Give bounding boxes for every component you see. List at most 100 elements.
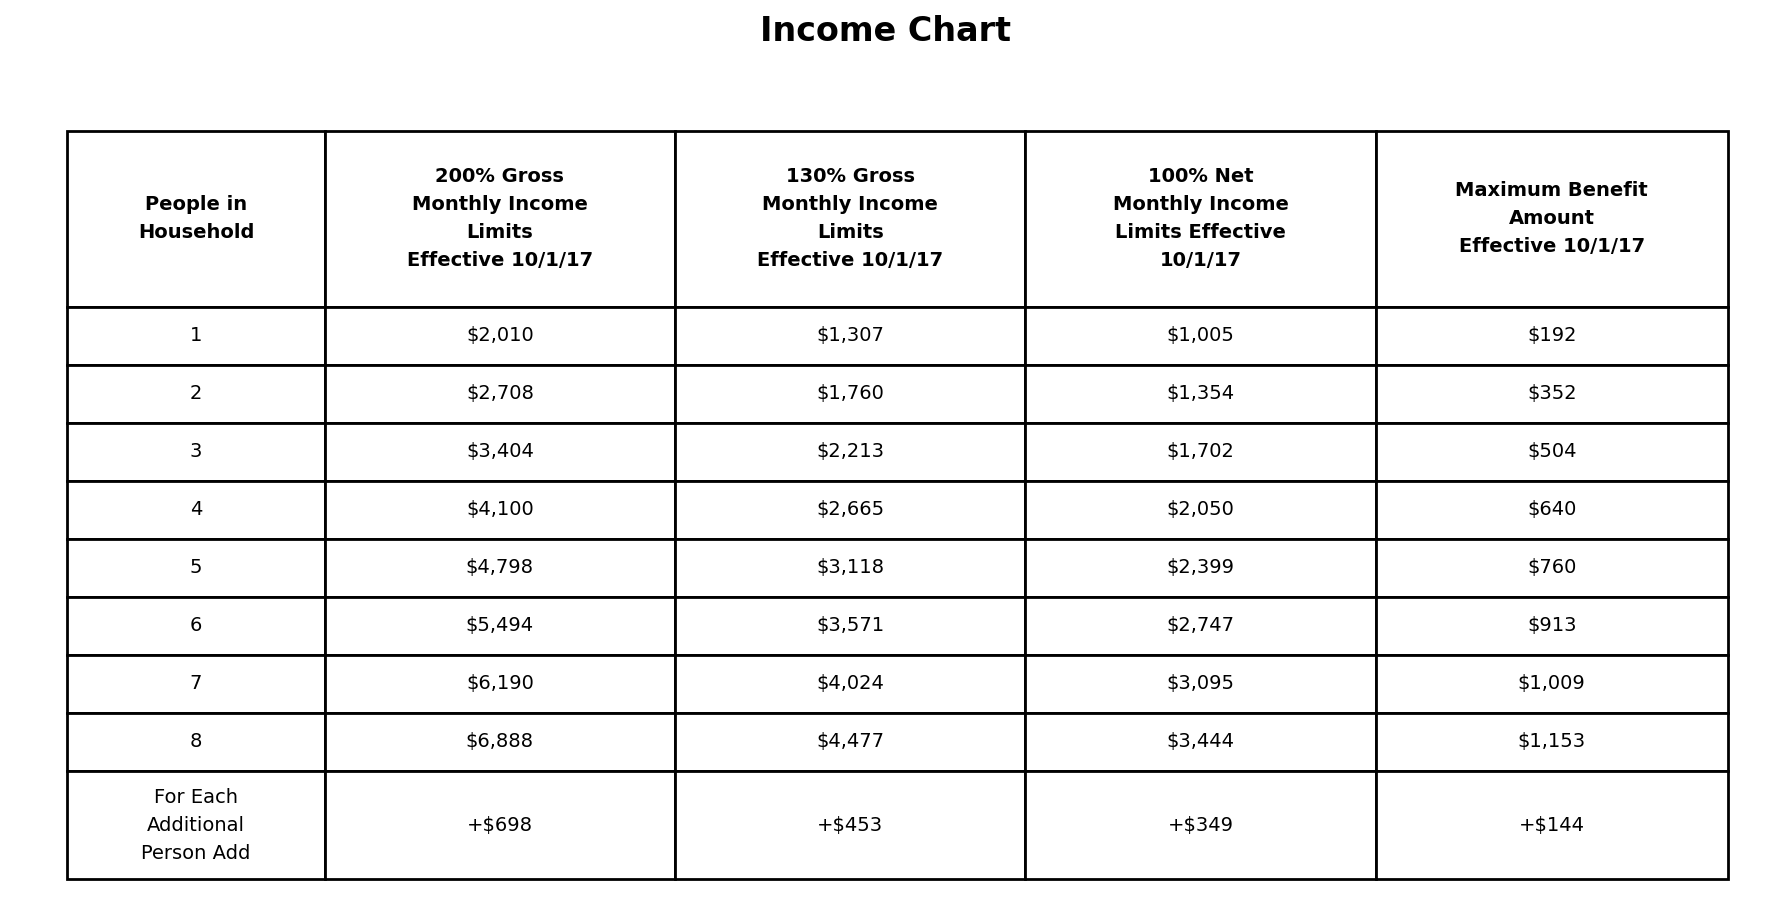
Text: Income Chart: Income Chart: [760, 15, 1012, 48]
Bar: [1375, 655, 1728, 713]
Bar: [67, 481, 324, 538]
Bar: [675, 481, 1026, 538]
Bar: [67, 538, 324, 597]
Text: $3,571: $3,571: [817, 616, 884, 635]
Text: 4: 4: [190, 501, 202, 520]
Text: $3,118: $3,118: [817, 558, 884, 577]
Text: $4,100: $4,100: [466, 501, 533, 520]
Bar: [1375, 713, 1728, 771]
Bar: [1026, 655, 1375, 713]
Bar: [1026, 597, 1375, 655]
Text: 7: 7: [190, 675, 202, 694]
Bar: [675, 131, 1026, 307]
Text: $3,444: $3,444: [1166, 732, 1235, 751]
Bar: [1375, 307, 1728, 364]
Text: 1: 1: [190, 327, 202, 345]
Bar: [675, 423, 1026, 481]
Text: $352: $352: [1527, 384, 1577, 403]
Bar: [67, 307, 324, 364]
Text: $4,024: $4,024: [817, 675, 884, 694]
Text: 200% Gross
Monthly Income
Limits
Effective 10/1/17: 200% Gross Monthly Income Limits Effecti…: [408, 167, 594, 271]
Bar: [67, 597, 324, 655]
Text: 5: 5: [190, 558, 202, 577]
Bar: [675, 597, 1026, 655]
Bar: [1026, 423, 1375, 481]
Bar: [67, 771, 324, 879]
Text: $1,005: $1,005: [1166, 327, 1235, 345]
Bar: [67, 713, 324, 771]
Text: Maximum Benefit
Amount
Effective 10/1/17: Maximum Benefit Amount Effective 10/1/17: [1455, 181, 1648, 256]
Text: 2: 2: [190, 384, 202, 403]
Text: $4,477: $4,477: [817, 732, 884, 751]
Bar: [1026, 481, 1375, 538]
Bar: [324, 655, 675, 713]
Bar: [675, 307, 1026, 364]
Text: $3,404: $3,404: [466, 442, 533, 461]
Text: $2,050: $2,050: [1166, 501, 1235, 520]
Text: $2,708: $2,708: [466, 384, 533, 403]
Text: $4,798: $4,798: [466, 558, 533, 577]
Text: $913: $913: [1527, 616, 1577, 635]
Bar: [67, 131, 324, 307]
Bar: [1375, 771, 1728, 879]
Bar: [67, 423, 324, 481]
Text: $1,702: $1,702: [1166, 442, 1235, 461]
Text: +$349: +$349: [1168, 815, 1233, 834]
Bar: [324, 423, 675, 481]
Bar: [1375, 481, 1728, 538]
Text: $2,213: $2,213: [817, 442, 884, 461]
Text: 6: 6: [190, 616, 202, 635]
Bar: [324, 597, 675, 655]
Bar: [1375, 423, 1728, 481]
Bar: [675, 713, 1026, 771]
Bar: [675, 655, 1026, 713]
Bar: [324, 364, 675, 423]
Text: $1,009: $1,009: [1519, 675, 1586, 694]
Text: $6,888: $6,888: [466, 732, 533, 751]
Bar: [324, 131, 675, 307]
Text: $640: $640: [1527, 501, 1577, 520]
Text: +$453: +$453: [817, 815, 882, 834]
Text: 130% Gross
Monthly Income
Limits
Effective 10/1/17: 130% Gross Monthly Income Limits Effecti…: [757, 167, 943, 271]
Text: $2,747: $2,747: [1166, 616, 1235, 635]
Text: People in
Household: People in Household: [138, 195, 253, 243]
Text: $2,665: $2,665: [817, 501, 884, 520]
Text: 8: 8: [190, 732, 202, 751]
Bar: [324, 771, 675, 879]
Bar: [324, 307, 675, 364]
Text: +$698: +$698: [466, 815, 533, 834]
Bar: [1375, 131, 1728, 307]
Text: 3: 3: [190, 442, 202, 461]
Text: 100% Net
Monthly Income
Limits Effective
10/1/17: 100% Net Monthly Income Limits Effective…: [1113, 167, 1288, 271]
Text: $1,760: $1,760: [817, 384, 884, 403]
Bar: [1026, 713, 1375, 771]
Text: For Each
Additional
Person Add: For Each Additional Person Add: [142, 787, 250, 862]
Text: $192: $192: [1527, 327, 1577, 345]
Bar: [1026, 771, 1375, 879]
Text: $2,010: $2,010: [466, 327, 533, 345]
Text: $3,095: $3,095: [1166, 675, 1235, 694]
Bar: [324, 538, 675, 597]
Text: $2,399: $2,399: [1166, 558, 1235, 577]
Bar: [67, 655, 324, 713]
Text: $5,494: $5,494: [466, 616, 533, 635]
Bar: [1026, 364, 1375, 423]
Bar: [675, 771, 1026, 879]
Text: $6,190: $6,190: [466, 675, 533, 694]
Bar: [675, 364, 1026, 423]
Bar: [324, 481, 675, 538]
Text: $760: $760: [1527, 558, 1577, 577]
Bar: [1375, 364, 1728, 423]
Bar: [1375, 597, 1728, 655]
Text: +$144: +$144: [1519, 815, 1584, 834]
Bar: [324, 713, 675, 771]
Text: $1,354: $1,354: [1166, 384, 1235, 403]
Text: $504: $504: [1527, 442, 1577, 461]
Bar: [1026, 538, 1375, 597]
Bar: [1026, 131, 1375, 307]
Bar: [1375, 538, 1728, 597]
Bar: [1026, 307, 1375, 364]
Text: $1,307: $1,307: [817, 327, 884, 345]
Text: $1,153: $1,153: [1517, 732, 1586, 751]
Bar: [67, 364, 324, 423]
